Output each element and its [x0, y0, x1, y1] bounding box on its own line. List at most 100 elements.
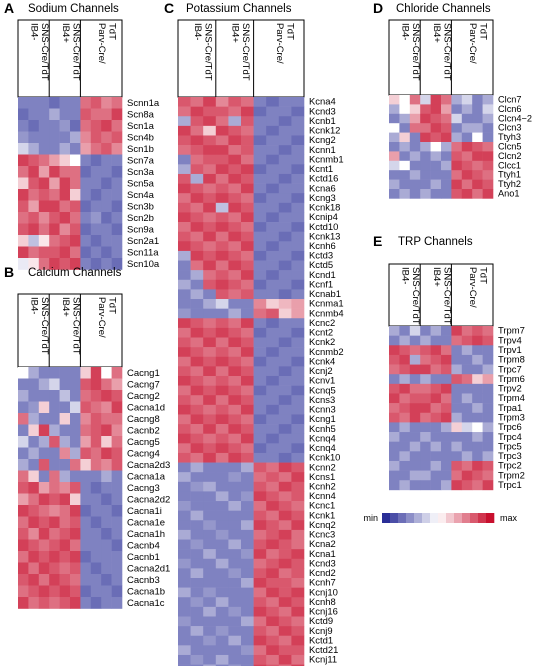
- row-label: Cacnb4: [127, 541, 160, 552]
- group-label-2: Parv-Cre/TdT: [274, 23, 296, 64]
- row-label: Cacng1: [127, 368, 160, 379]
- heatmap-cell: [228, 510, 242, 521]
- panel-letter: E: [373, 233, 382, 249]
- heatmap-cell: [389, 151, 400, 162]
- heatmap-cell: [111, 539, 123, 552]
- heatmap-cell: [70, 131, 81, 144]
- heatmap-cell: [399, 432, 411, 442]
- heatmap-cell: [409, 123, 421, 133]
- panel-d: D Chloride Channels IB4-SNS-Cre/TdT IB4+SNS…: [373, 0, 532, 199]
- row-label: Kcnn2: [309, 461, 336, 472]
- heatmap-cell: [266, 222, 280, 232]
- heatmap-cell: [291, 462, 305, 473]
- heatmap-cell: [266, 587, 280, 598]
- heatmap-cell: [266, 260, 280, 271]
- row-label: Kcns1: [309, 471, 335, 482]
- heatmap-cell: [409, 403, 421, 414]
- heatmap-cell: [241, 433, 254, 444]
- heatmap-cell: [38, 413, 50, 425]
- heatmap-cell: [28, 470, 40, 483]
- heatmap-cell: [399, 113, 411, 124]
- heatmap-cell: [80, 551, 92, 563]
- heatmap-cell: [178, 145, 191, 156]
- heatmap-cell: [420, 179, 431, 190]
- row-label: Scn11a: [127, 248, 159, 259]
- heatmap-cell: [18, 367, 29, 379]
- heatmap-cell: [190, 385, 204, 396]
- heatmap-cell: [241, 125, 254, 136]
- heatmap-cell: [291, 164, 305, 175]
- heatmap-cell: [253, 183, 267, 194]
- heatmap-cell: [111, 367, 123, 379]
- row-label: Kcnv1: [309, 375, 335, 386]
- row-label: Clcn7: [498, 95, 522, 105]
- heatmap-cell: [461, 335, 473, 346]
- heatmap-cell: [215, 375, 229, 386]
- heatmap-cell: [203, 308, 217, 319]
- heatmap-cell: [90, 493, 102, 506]
- heatmap-cell: [111, 482, 123, 494]
- heatmap-cell: [190, 145, 204, 156]
- row-label: Cacng2: [127, 391, 160, 402]
- heatmap-cell: [190, 270, 204, 281]
- heatmap-cell: [241, 597, 254, 608]
- heatmap-cell: [178, 510, 191, 521]
- heatmap-cell: [215, 578, 229, 588]
- heatmap-cell: [399, 95, 411, 105]
- heatmap-cell: [190, 347, 204, 358]
- heatmap-cell: [215, 183, 229, 194]
- heatmap-cell: [266, 125, 280, 136]
- row-label: Kctd1: [309, 634, 333, 645]
- heatmap-cell: [291, 549, 305, 560]
- heatmap-cell: [278, 145, 292, 156]
- legend-max-label: max: [500, 513, 518, 523]
- heatmap-cell: [291, 260, 305, 271]
- heatmap-cell: [291, 125, 305, 136]
- heatmap-cell: [190, 606, 204, 617]
- heatmap-cell: [101, 401, 112, 414]
- heatmap-cell: [266, 385, 280, 396]
- heatmap-cell: [28, 390, 40, 402]
- heatmap-cell: [203, 356, 217, 367]
- heatmap-cell: [451, 179, 463, 190]
- heatmap-cell: [80, 378, 92, 391]
- heatmap-cell: [203, 231, 217, 242]
- heatmap-cell: [90, 505, 102, 517]
- group-label-0: IB4-SNS-Cre/TdT: [192, 23, 214, 81]
- heatmap-cell: [90, 108, 102, 121]
- heatmap-cell: [215, 145, 229, 156]
- row-label: Kctd3: [309, 250, 333, 261]
- heatmap-cell: [409, 132, 421, 143]
- heatmap-cell: [241, 491, 254, 502]
- heatmap-cell: [291, 597, 305, 608]
- heatmap-cell: [190, 520, 204, 531]
- heatmap-cell: [228, 366, 242, 377]
- heatmap-cell: [389, 142, 400, 152]
- heatmap-cell: [266, 635, 280, 646]
- heatmap-cell: [80, 235, 92, 247]
- heatmap-cell: [241, 183, 254, 194]
- heatmap-cell: [430, 393, 442, 404]
- heatmap-cell: [70, 154, 81, 167]
- heatmap-cell: [101, 367, 112, 379]
- heatmap-cell: [399, 335, 411, 346]
- heatmap-cell: [215, 597, 229, 608]
- group-label-1: IB4+SNS-Cre/TdT: [60, 297, 82, 355]
- heatmap-cell: [482, 354, 494, 365]
- heatmap-cell: [203, 299, 217, 309]
- heatmap-cell: [472, 441, 483, 452]
- heatmap-cell: [430, 142, 442, 152]
- heatmap-cell: [241, 193, 254, 204]
- heatmap-cell: [409, 354, 421, 365]
- heatmap-cell: [291, 481, 305, 492]
- heatmap-cell: [215, 270, 229, 281]
- heatmap-cell: [389, 364, 400, 375]
- row-labels: Clcn7Clcn6Clcn4−2Clcn3Ttyh3Clcn5Clcn2Clc…: [498, 95, 532, 199]
- heatmap-cell: [203, 616, 217, 627]
- heatmap-cell: [80, 200, 92, 213]
- heatmap-cell: [38, 166, 50, 178]
- heatmap-cell: [38, 246, 50, 259]
- heatmap-cell: [409, 451, 421, 462]
- heatmap-cell: [28, 367, 40, 379]
- heatmap-cell: [241, 154, 254, 165]
